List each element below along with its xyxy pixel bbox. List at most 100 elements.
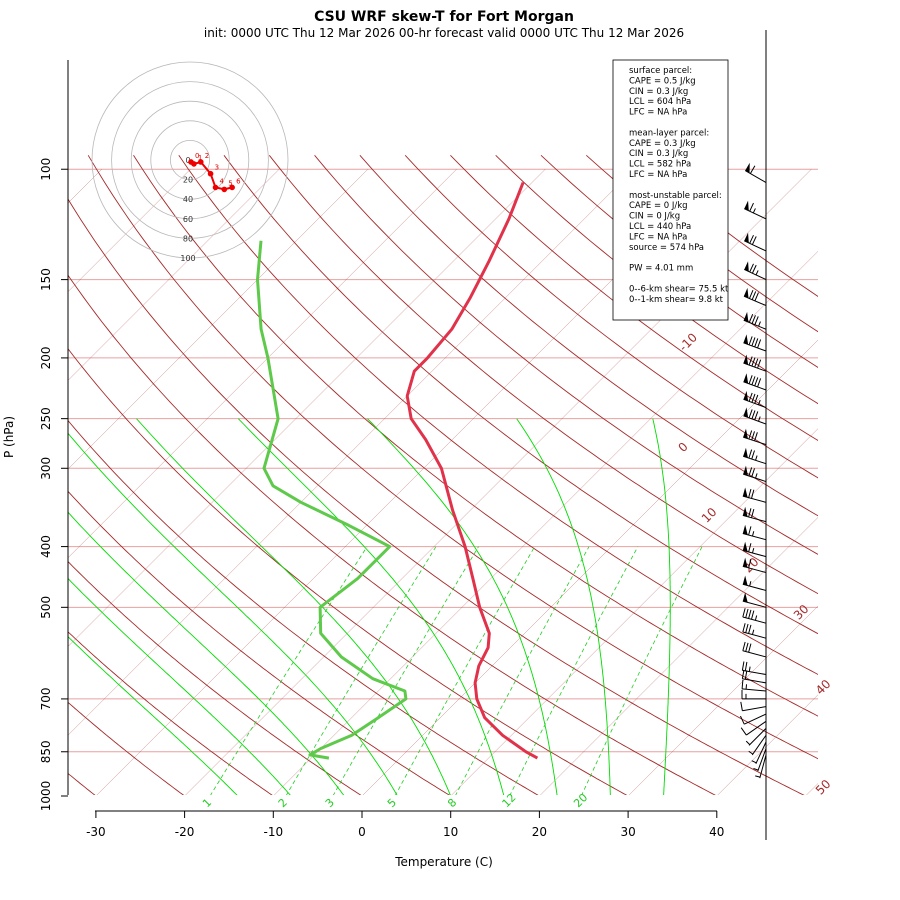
wind-barb-shaft <box>742 678 767 684</box>
dry-adiabat-lines <box>68 154 818 795</box>
hodograph-ring <box>150 120 230 200</box>
dry-adiabat-line <box>268 155 818 595</box>
wind-barb-half-flag <box>758 321 761 327</box>
wind-barb-flag <box>740 701 743 711</box>
info-line: LFC = NA hPa <box>629 108 687 118</box>
wind-barb-pennant <box>743 354 749 365</box>
hodograph-ring-label: 0 <box>185 156 190 165</box>
wind-barb-flag <box>748 643 752 653</box>
wind-barb-flag <box>754 432 758 442</box>
mixing-ratio-line <box>509 546 639 795</box>
wind-barb-flag <box>751 508 755 518</box>
wind-barb-pennant <box>742 541 748 552</box>
wind-barb-flag <box>748 430 753 440</box>
wind-barb-flag <box>748 526 752 536</box>
wind-barb-flag <box>748 609 752 619</box>
wind-barb-pennant <box>744 261 749 272</box>
dewpoint-profile <box>256 240 408 760</box>
info-line: LFC = NA hPa <box>629 170 687 180</box>
wind-barb-shaft <box>742 616 767 624</box>
wind-barb-flag <box>754 394 759 404</box>
wind-barb-pennant <box>742 487 748 498</box>
y-tick-label: 500 <box>39 596 53 619</box>
y-tick-label: 1000 <box>39 781 53 812</box>
isotherm-line <box>68 169 457 559</box>
wind-barb-pennant <box>743 428 748 439</box>
wind-barb-half-flag <box>755 455 758 461</box>
wind-barb-half-flag <box>749 581 752 587</box>
mixing-ratio-label: 12 <box>500 791 519 810</box>
wind-barb-flag <box>748 392 753 402</box>
hodograph-point <box>212 184 219 191</box>
x-tick-label: -10 <box>263 825 283 839</box>
wind-barb-flag <box>748 543 752 553</box>
hodograph-ring-label: 80 <box>183 234 193 243</box>
dry-adiabat-line <box>178 155 818 675</box>
wind-barb-flag <box>751 431 755 441</box>
wind-barb-flag <box>745 642 749 652</box>
wind-barb-pennant <box>745 162 750 174</box>
wind-barb-shaft <box>743 436 767 446</box>
moist-adiabat-line <box>367 418 558 795</box>
wind-barb-flag <box>749 202 754 212</box>
wind-barb-flag <box>751 410 756 420</box>
wind-barb-flag <box>748 336 753 346</box>
wind-barb-flag <box>751 357 756 367</box>
wind-barbs <box>739 30 767 840</box>
isotherm-label: 30 <box>791 602 812 623</box>
y-ticks: 100 150 200 250 300 400 500 700 850 1000 <box>39 158 68 811</box>
hodograph-ring-label: 100 <box>180 254 195 263</box>
info-line: mean-layer parcel: <box>629 128 709 138</box>
hodograph-point <box>207 170 214 177</box>
wind-barb-flag <box>754 411 759 421</box>
hodograph-point <box>221 186 228 193</box>
wind-barb-flag <box>748 624 752 634</box>
wind-barb-half-flag <box>753 767 759 771</box>
wind-barb-flag <box>748 356 753 366</box>
mixing-ratio-label: 1 <box>200 796 214 810</box>
wind-barb-flag <box>749 165 756 174</box>
wind-barb-shaft <box>757 748 767 772</box>
hodograph-point-label: 0 <box>195 152 199 160</box>
info-line: CIN = 0 J/kg <box>629 212 680 222</box>
isotherm-line <box>68 169 280 381</box>
mixing-ratio-line <box>286 546 437 795</box>
y-tick-label: 400 <box>39 535 53 558</box>
wind-barb-half-flag <box>745 740 751 745</box>
hodograph-point-label: 1 <box>198 154 202 162</box>
info-line: surface parcel: <box>629 66 692 76</box>
isotherm-line <box>806 783 818 795</box>
y-tick-label: 850 <box>39 740 53 763</box>
wind-barb-half-flag <box>752 208 756 214</box>
hodograph-ring <box>111 81 269 239</box>
wind-barb-shaft <box>755 741 767 764</box>
wind-barb-shaft <box>742 549 767 558</box>
x-axis-label: Temperature (C) <box>394 855 493 869</box>
wind-barb-pennant <box>743 287 749 299</box>
wind-barb-flag <box>751 337 756 347</box>
wind-barb-shaft <box>742 650 767 658</box>
wind-barb-pennant <box>744 200 749 211</box>
axes: -30 -20 -10 0 10 20 30 40 100150200250300400500… <box>2 60 724 869</box>
wind-barb-half-flag <box>758 399 761 405</box>
info-line: LCL = 440 hPa <box>629 222 691 232</box>
wind-barb-flag <box>741 669 745 679</box>
wind-barb-half-flag <box>755 775 761 778</box>
moist-adiabat-line <box>68 511 345 795</box>
wind-barb-flag <box>751 489 755 499</box>
wind-barb-pennant <box>742 592 748 603</box>
wind-barb-half-flag <box>751 629 755 635</box>
wind-barb-flag <box>748 449 753 459</box>
wind-barb-flag <box>749 234 754 244</box>
wind-barb-flag <box>751 315 756 324</box>
dry-adiabat-line <box>68 701 185 795</box>
isotherm-line <box>628 605 818 795</box>
dry-adiabat-line <box>404 154 818 479</box>
moist-adiabat-line <box>237 418 505 795</box>
info-box-frame <box>612 59 729 321</box>
wind-barb-flag <box>751 610 755 620</box>
